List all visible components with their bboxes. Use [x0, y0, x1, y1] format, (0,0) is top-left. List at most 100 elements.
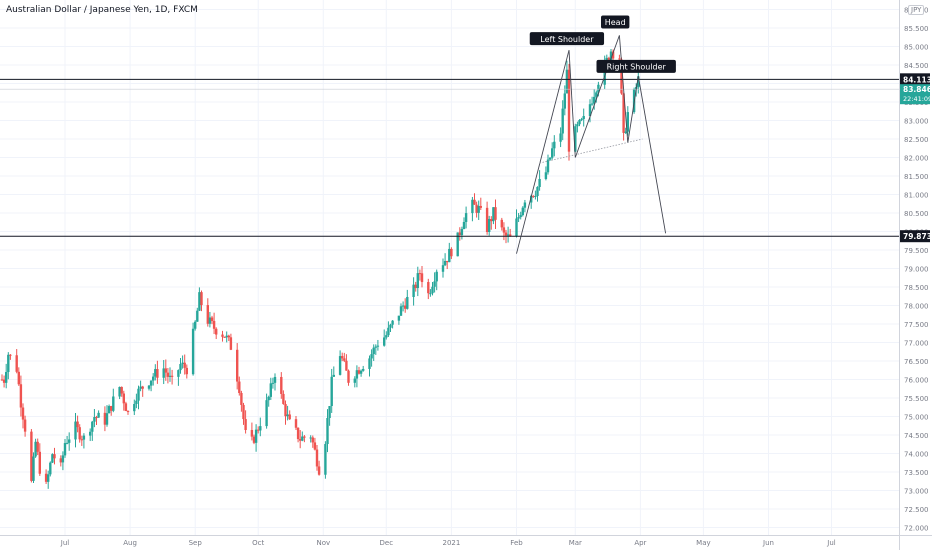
candle-body	[370, 354, 373, 359]
x-tick-label: Jun	[762, 539, 774, 547]
candle-body	[124, 403, 128, 412]
candle-body	[194, 321, 197, 329]
candle-body	[609, 51, 613, 61]
x-tick-label: Jul	[826, 539, 836, 547]
candle-body	[551, 148, 554, 158]
candle-body	[353, 378, 356, 383]
candle-body	[576, 124, 579, 127]
candle-body	[401, 305, 405, 307]
candle-body	[536, 186, 539, 197]
candle-body	[611, 51, 615, 59]
candle-body	[519, 215, 522, 218]
y-tick-label: 81.000	[904, 192, 929, 200]
chart-title: Australian Dollar / Japanese Yen, 1D, FX…	[6, 5, 198, 15]
candle-body	[391, 320, 394, 325]
countdown-label: 22:41:09	[903, 95, 932, 103]
y-tick-label: 84.500	[904, 62, 929, 70]
candle-body	[475, 204, 478, 213]
pattern-line	[574, 35, 620, 158]
candle-body	[416, 273, 419, 289]
candle-body	[548, 157, 552, 160]
level-price-label: 79.873	[903, 232, 932, 241]
candle-body	[429, 293, 432, 295]
candle-body	[221, 334, 224, 337]
candle-body	[97, 412, 100, 418]
candle-body	[227, 335, 230, 338]
annotation-box	[601, 15, 630, 29]
candle-body	[30, 431, 33, 481]
candle-body	[250, 429, 254, 437]
candle-body	[5, 372, 8, 383]
y-tick-label: 83.000	[904, 118, 929, 126]
candle-body	[179, 363, 182, 371]
candle-body	[412, 284, 415, 297]
candle-body	[595, 92, 598, 97]
candle-body	[240, 393, 243, 405]
currency-tag[interactable]: JPY	[908, 5, 925, 15]
candle-body	[517, 217, 520, 219]
candle-body	[105, 413, 109, 425]
candle-body	[139, 386, 142, 389]
y-tick-label: 78.000	[904, 303, 929, 311]
candle-body	[309, 437, 312, 439]
candle-body	[626, 112, 629, 132]
candle-body	[597, 84, 600, 93]
candle-body	[326, 417, 329, 445]
candle-body	[47, 474, 50, 482]
candle-body	[462, 221, 466, 230]
y-tick-label: 75.000	[904, 414, 929, 422]
candle-body	[21, 407, 25, 420]
candle-body	[164, 368, 167, 373]
candle-body	[166, 372, 170, 377]
x-tick-label: Feb	[510, 539, 523, 547]
candle-body	[343, 358, 346, 361]
candle-body	[36, 441, 39, 452]
candle-body	[103, 412, 107, 425]
candle-body	[49, 462, 52, 475]
candle-body	[236, 349, 239, 382]
candle-body	[44, 473, 48, 482]
candle-body	[177, 370, 180, 377]
candle-body	[156, 369, 159, 378]
candle-body	[582, 116, 585, 120]
candle-body	[618, 58, 621, 60]
candle-body	[355, 370, 359, 379]
candle-body	[521, 207, 524, 216]
candle-body	[149, 380, 153, 386]
candle-body	[141, 386, 144, 389]
candle-body	[532, 195, 535, 197]
candle-body	[385, 335, 388, 338]
candle-body	[317, 466, 321, 475]
candle-body	[120, 386, 123, 394]
candle-body	[374, 346, 377, 348]
candle-body	[359, 370, 363, 374]
candle-body	[338, 356, 342, 375]
candle-body	[269, 383, 272, 397]
candle-body	[282, 393, 285, 404]
candle-body	[574, 126, 577, 152]
candle-body	[80, 439, 83, 441]
candle-body	[280, 376, 283, 394]
y-tick-label: 75.500	[904, 395, 929, 403]
candle-body	[330, 376, 333, 407]
y-tick-label: 74.000	[904, 451, 929, 459]
x-tick-label: Sep	[189, 539, 203, 547]
candle-body	[561, 108, 564, 134]
candle-body	[112, 396, 115, 411]
candle-body	[301, 436, 304, 441]
candle-body	[15, 355, 18, 372]
candle-body	[345, 360, 348, 371]
candle-body	[456, 232, 459, 257]
candle-body	[89, 431, 92, 436]
candle-body	[433, 281, 436, 287]
candle-body	[357, 370, 361, 374]
y-tick-label: 72.000	[904, 525, 929, 533]
annotation-box	[529, 32, 605, 46]
candle-body	[605, 57, 608, 61]
candle-body	[578, 120, 581, 125]
candle-body	[183, 362, 186, 368]
candle-body	[450, 248, 453, 257]
pattern-line	[618, 35, 629, 143]
